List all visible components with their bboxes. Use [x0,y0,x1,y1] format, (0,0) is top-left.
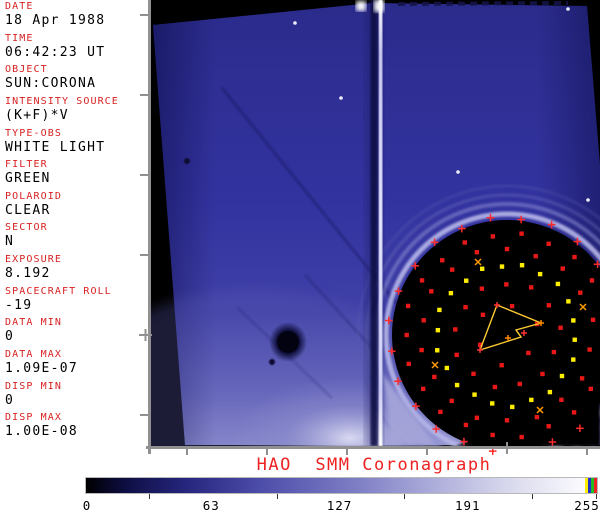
field-label: OBJECT [5,64,48,76]
field-label: DATA MAX [5,349,62,361]
occulting-disk [392,220,600,446]
colorbar-tick [404,494,406,499]
exposure-layer [151,0,600,446]
film-specks [184,7,590,365]
corner-vignette [455,366,600,446]
field-value: GREEN [5,171,51,187]
metadata-field: TIME 06:42:23 UT [5,33,145,61]
field-label: FILTER [5,159,48,171]
field-value: 18 Apr 1988 [5,13,106,28]
metadata-field: DATA MAX 1.09E-07 [5,349,145,377]
field-value: N [5,234,15,250]
occulter-edge-sliver [384,375,436,445]
metadata-field: SPACECRAFT ROLL -19 [5,286,145,314]
metadata-field: SECTOR N [5,222,145,250]
field-value: 8.192 [5,266,51,282]
colorbar-tick-label: 0 [82,498,92,512]
field-label: EXPOSURE [5,254,62,266]
field-value: 1.09E-07 [5,361,79,377]
field-value: 0 [5,329,15,345]
colorbar-end-stripe [594,478,597,493]
top-flare [356,1,366,11]
colorbar-tick-label: 63 [202,498,220,512]
metadata-field: EXPOSURE 8.192 [5,254,145,282]
metadata-sidebar: DATE 18 Apr 1988 TIME 06:42:23 UT OBJECT SUN:… [0,0,139,455]
colorbar-tick [532,494,534,499]
field-label: POLAROID [5,190,62,202]
colorbar-tick [596,494,597,499]
colorbar-end-stripe [588,478,591,493]
field-value: 06:42:23 UT [5,44,106,60]
metadata-field: INTENSITY SOURCE (K+F)*V [5,96,145,124]
field-label: SPACECRAFT ROLL [5,285,112,297]
fiducial-markers [384,213,600,455]
image-caption: HAO SMM Coronagraph [256,455,492,475]
field-label: DATA MIN [5,317,62,329]
field-label: DATE [5,1,34,12]
metadata-field: DISP MIN 0 [5,381,145,409]
colorbar-end-stripe [591,478,594,493]
field-value: SUN:CORONA [5,76,97,92]
pylon-dark-band [370,0,378,446]
metadata-field: FILTER GREEN [5,159,145,187]
field-value: CLEAR [5,202,51,218]
field-value: WHITE LIGHT [5,139,106,155]
field-value: (K+F)*V [5,107,69,123]
colorbar-tick [148,494,150,499]
scratch-line [304,274,373,349]
field-value: -19 [5,297,33,313]
colorbar-tick-label: 127 [326,498,353,512]
intensity-colorbar [85,477,598,494]
field-label: DISP MAX [5,412,62,424]
metadata-field: TYPE-OBS WHITE LIGHT [5,128,145,156]
field-value: 0 [5,392,15,408]
colorbar-tick [276,494,278,499]
top-flare [374,0,384,12]
colorbar-gradient [86,478,585,493]
metadata-field: DATA MIN 0 [5,317,145,345]
sprocket-artifacts [397,1,569,6]
field-label: INTENSITY SOURCE [5,95,119,107]
metadata-field: DATE 18 Apr 1988 [5,1,145,29]
plot-axes [139,0,600,455]
metadata-field: DISP MAX 1.00E-08 [5,412,145,440]
field-label: TIME [5,32,34,44]
coronagraph-image [139,0,600,455]
field-label: DISP MIN [5,380,62,392]
colorbar-end-stripe [585,478,588,493]
colorbar-tick-label: 191 [454,498,481,512]
metadata-field: OBJECT SUN:CORONA [5,64,145,92]
metadata-field: POLAROID CLEAR [5,191,145,219]
field-label: SECTOR [5,222,48,234]
pylon-bright-line [378,0,383,446]
field-value: 1.00E-08 [5,424,79,440]
field-label: TYPE-OBS [5,127,62,139]
colorbar-tick-label: 255 [574,498,600,512]
